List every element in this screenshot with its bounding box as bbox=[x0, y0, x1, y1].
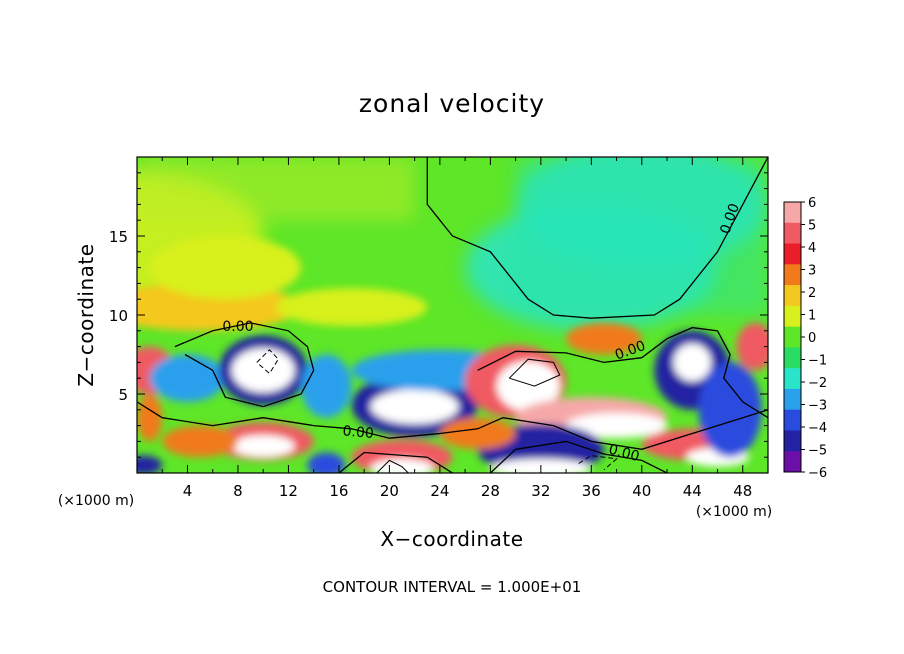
colorbar-label: 6 bbox=[808, 196, 816, 211]
contour-label: 0.00 bbox=[342, 423, 374, 442]
gradient-patch bbox=[137, 157, 415, 221]
zero-contour bbox=[477, 326, 768, 419]
x-tick-label: 20 bbox=[380, 482, 399, 500]
velocity-blob bbox=[149, 354, 226, 402]
x-axis-label: X−coordinate bbox=[380, 527, 523, 551]
colorbar-label: −6 bbox=[808, 466, 827, 481]
colorbar-swatch bbox=[784, 305, 801, 328]
colorbar-label: 0 bbox=[808, 331, 816, 346]
zero-contour bbox=[426, 157, 768, 319]
velocity-blob bbox=[698, 362, 762, 458]
colorbar-swatch bbox=[784, 285, 801, 307]
x-tick-label: 36 bbox=[582, 482, 601, 500]
x-axis-ticks: 4 8 12 16 20 24 28 32 36 40 44 48 bbox=[161, 157, 752, 500]
velocity-blob bbox=[149, 236, 302, 300]
colorbar-label: 1 bbox=[808, 309, 816, 324]
velocity-blob bbox=[137, 455, 163, 473]
colorbar-label: 4 bbox=[808, 241, 816, 256]
x-tick-label: 32 bbox=[531, 482, 550, 500]
y-tick-label: 10 bbox=[109, 307, 128, 325]
y-tick-label: 15 bbox=[109, 228, 128, 246]
colorbar-label: −3 bbox=[808, 399, 827, 414]
y-tick-label: 5 bbox=[118, 386, 128, 404]
velocity-blob bbox=[370, 389, 459, 425]
colorbar-label: −4 bbox=[808, 421, 827, 436]
x-tick-label: 24 bbox=[430, 482, 449, 500]
velocity-blob bbox=[566, 412, 668, 439]
colorbar-swatch bbox=[784, 430, 801, 452]
colorbar-swatch bbox=[784, 202, 801, 224]
colorbar-swatch bbox=[784, 264, 801, 286]
chart-title: zonal velocity bbox=[359, 89, 545, 118]
negative-contour bbox=[256, 349, 279, 375]
velocity-blob bbox=[736, 322, 768, 371]
x-tick-label: 12 bbox=[279, 482, 298, 500]
colorbar-label: −1 bbox=[808, 354, 827, 369]
colorbar-swatch bbox=[784, 326, 801, 348]
velocity-blob bbox=[137, 394, 163, 442]
zero-contour bbox=[137, 401, 768, 450]
y-axis-label: Z−coordinate bbox=[74, 243, 98, 386]
colorbar: 6 5 4 3 2 1 0 −1 −2 −3 −4 −5 −6 bbox=[783, 196, 827, 481]
contour-label: 0.00 bbox=[222, 319, 253, 335]
x-tick-label: 40 bbox=[632, 482, 651, 500]
x-tick-label: 4 bbox=[183, 482, 193, 500]
colorbar-label: −2 bbox=[808, 376, 827, 391]
x-unit-right: (×1000 m) bbox=[696, 504, 772, 520]
x-tick-label: 48 bbox=[733, 482, 752, 500]
x-unit-left: (×1000 m) bbox=[58, 493, 134, 509]
negative-contour bbox=[578, 455, 618, 471]
x-tick-label: 44 bbox=[683, 482, 702, 500]
colorbar-swatch bbox=[784, 222, 801, 244]
colorbar-swatch bbox=[784, 243, 801, 265]
x-tick-label: 16 bbox=[329, 482, 348, 500]
velocity-blob bbox=[162, 425, 238, 458]
zero-contour bbox=[174, 322, 315, 408]
contour-label: 0.00 bbox=[607, 442, 641, 466]
colorbar-label: 5 bbox=[808, 219, 816, 234]
y-axis-ticks: 5 10 15 bbox=[109, 172, 768, 458]
positive-contour bbox=[508, 358, 561, 387]
zero-contour bbox=[489, 440, 668, 473]
x-tick-label: 8 bbox=[233, 482, 243, 500]
velocity-blob bbox=[566, 322, 642, 355]
colorbar-swatch bbox=[784, 388, 801, 411]
velocity-blob bbox=[673, 343, 712, 382]
velocity-blob bbox=[301, 354, 352, 418]
colorbar-label: 3 bbox=[808, 264, 816, 279]
x-tick-label: 28 bbox=[481, 482, 500, 500]
contour-interval-footer: CONTOUR INTERVAL = 1.000E+01 bbox=[323, 578, 582, 596]
velocity-blob bbox=[231, 348, 295, 393]
colorbar-swatch bbox=[784, 347, 801, 369]
colorbar-swatch bbox=[784, 409, 801, 431]
positive-contour bbox=[376, 459, 409, 473]
contour-lines bbox=[137, 157, 768, 473]
colorbar-label: −5 bbox=[808, 444, 827, 459]
velocity-blob bbox=[439, 417, 516, 450]
colorbar-swatch bbox=[784, 368, 801, 390]
velocity-blob bbox=[307, 452, 346, 473]
velocity-blob bbox=[231, 435, 295, 458]
colorbar-label: 2 bbox=[808, 286, 816, 301]
velocity-blob bbox=[370, 458, 434, 473]
velocity-blob bbox=[275, 288, 428, 327]
plot-field: 0.000.000.000.000.00 bbox=[137, 157, 768, 473]
velocity-blob bbox=[496, 360, 560, 412]
velocity-blobs bbox=[137, 236, 768, 473]
colorbar-swatch bbox=[784, 451, 801, 473]
